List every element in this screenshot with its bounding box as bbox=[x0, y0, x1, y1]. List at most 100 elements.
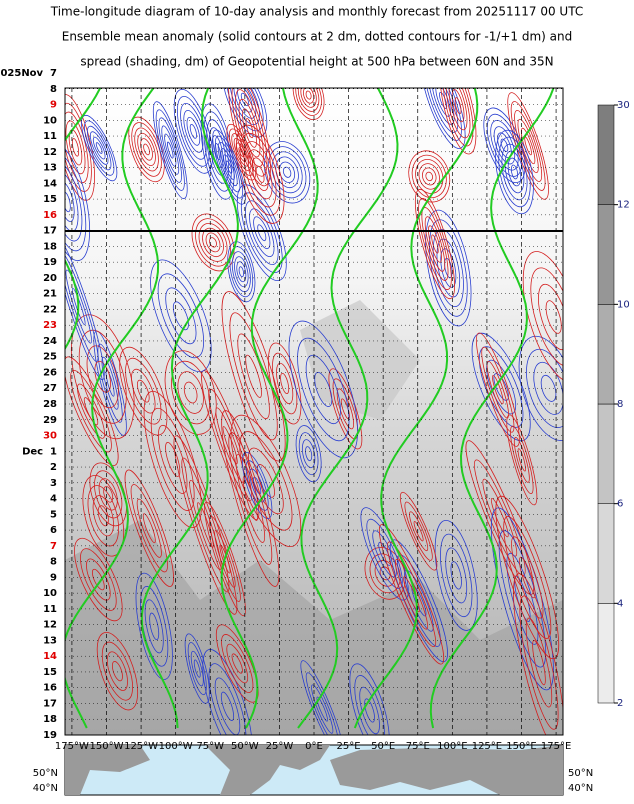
contour bbox=[171, 360, 211, 425]
contour bbox=[186, 116, 201, 146]
day-label: 4 bbox=[50, 494, 57, 505]
contour bbox=[525, 617, 553, 708]
contour bbox=[349, 663, 390, 735]
x-tick-label: 75°W bbox=[196, 741, 224, 752]
contour bbox=[92, 495, 114, 537]
contour bbox=[140, 138, 153, 161]
contour bbox=[413, 521, 424, 542]
contour bbox=[143, 143, 150, 156]
contour bbox=[517, 118, 539, 174]
contour bbox=[316, 696, 328, 722]
contour bbox=[409, 511, 429, 552]
contour bbox=[510, 425, 534, 495]
contour bbox=[209, 515, 241, 602]
day-label: 19 bbox=[43, 730, 57, 741]
contour bbox=[249, 208, 275, 258]
contour bbox=[87, 485, 119, 547]
contour bbox=[513, 573, 563, 735]
contour bbox=[134, 127, 159, 172]
contour bbox=[149, 612, 160, 641]
colorbar-swatch bbox=[597, 503, 615, 604]
contour bbox=[471, 332, 531, 442]
contour bbox=[215, 624, 259, 703]
day-label: 9 bbox=[50, 572, 57, 583]
day-label: 17 bbox=[43, 698, 57, 709]
contour bbox=[220, 691, 235, 721]
contour bbox=[106, 651, 128, 691]
day-label: 9 bbox=[50, 100, 57, 111]
day-label: 24 bbox=[43, 336, 57, 347]
contour bbox=[424, 88, 462, 141]
contour bbox=[236, 261, 247, 283]
contour bbox=[519, 595, 559, 730]
contour bbox=[411, 154, 447, 199]
contour bbox=[510, 164, 519, 180]
contour bbox=[418, 163, 440, 190]
contour bbox=[214, 530, 236, 588]
day-label: 10 bbox=[43, 115, 57, 126]
contour bbox=[143, 390, 202, 528]
title-line: Ensemble mean anomaly (solid contours at… bbox=[62, 30, 573, 44]
contour bbox=[161, 125, 180, 175]
contour bbox=[95, 142, 103, 154]
contour bbox=[197, 502, 214, 548]
contour bbox=[80, 548, 117, 611]
contour bbox=[135, 572, 173, 680]
contour bbox=[530, 267, 563, 367]
day-label: 15 bbox=[43, 194, 57, 205]
contour bbox=[187, 642, 207, 696]
day-label: 18 bbox=[43, 241, 57, 252]
colorbar-label: 8 bbox=[617, 399, 623, 410]
contour bbox=[439, 91, 448, 109]
contour bbox=[167, 141, 174, 159]
contour bbox=[189, 123, 197, 139]
contour bbox=[231, 251, 251, 293]
x-tick-label: 125°E bbox=[472, 741, 502, 752]
contour bbox=[94, 470, 123, 519]
contour bbox=[231, 133, 252, 172]
contour bbox=[545, 300, 562, 334]
contour bbox=[297, 88, 320, 112]
contour bbox=[431, 234, 439, 254]
map-land bbox=[65, 745, 563, 795]
contour bbox=[504, 150, 525, 194]
zero-contour bbox=[297, 88, 399, 729]
day-label: 29 bbox=[43, 415, 57, 426]
zero-contour bbox=[65, 88, 160, 729]
contour bbox=[476, 332, 520, 447]
contour bbox=[226, 643, 249, 684]
contour bbox=[131, 122, 162, 177]
contour bbox=[83, 397, 99, 426]
contour bbox=[264, 141, 311, 204]
contour bbox=[150, 407, 195, 511]
day-label: 21 bbox=[43, 289, 57, 300]
contour bbox=[328, 368, 363, 450]
contour bbox=[236, 184, 287, 281]
contour bbox=[442, 88, 474, 147]
contour bbox=[77, 383, 105, 439]
contour bbox=[65, 269, 92, 344]
contour bbox=[305, 446, 313, 462]
contour bbox=[511, 536, 544, 619]
contour bbox=[249, 468, 265, 503]
contour bbox=[94, 360, 111, 393]
contour bbox=[84, 120, 115, 176]
day-label: 17 bbox=[43, 226, 57, 237]
colorbar-label: 4 bbox=[617, 598, 623, 609]
contour bbox=[439, 88, 477, 155]
contour bbox=[434, 519, 478, 631]
contour bbox=[208, 663, 247, 735]
day-label: 2025Nov 7 bbox=[0, 68, 57, 79]
contour bbox=[425, 209, 472, 327]
zero-contour bbox=[140, 88, 239, 729]
contour bbox=[152, 101, 188, 199]
x-tick-label: 25°E bbox=[337, 741, 361, 752]
contour bbox=[510, 101, 546, 191]
contour bbox=[65, 94, 95, 201]
contour bbox=[119, 346, 168, 436]
day-label: 26 bbox=[43, 367, 57, 378]
contour bbox=[282, 166, 292, 178]
map-label: 40°N bbox=[33, 783, 58, 794]
contour bbox=[215, 135, 244, 199]
contour bbox=[195, 218, 231, 267]
